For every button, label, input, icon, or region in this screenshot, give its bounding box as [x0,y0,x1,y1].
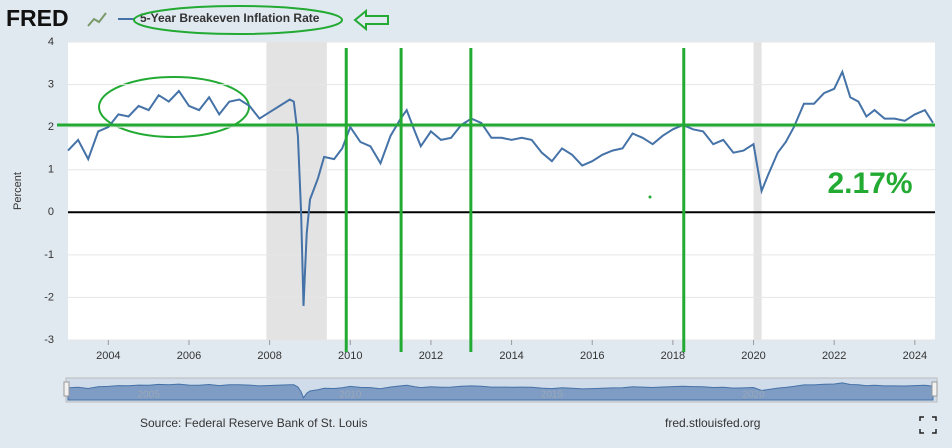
x-tick-label: 2018 [661,350,685,362]
source: Source: Federal Reserve Bank of St. Loui… [140,416,367,430]
annotation-label: 2.17% [827,167,912,200]
x-tick-label: 2024 [903,350,927,362]
fullscreen-icon[interactable] [919,416,937,434]
x-tick-label: 2022 [822,350,846,362]
annotation-ellipse [98,76,250,138]
annotation-arrow [353,8,389,32]
x-tick-label: 2012 [419,350,443,362]
logo-icon [87,12,107,27]
y-tick-label: 0 [48,206,54,218]
y-axis-label: Percent [12,172,24,210]
y-tick-label: -1 [44,249,54,261]
y-tick-label: 3 [48,78,54,90]
annotation-dot [648,195,652,199]
logo: FRED [6,5,69,31]
plot-area [68,42,935,340]
x-tick-label: 2008 [257,350,281,362]
navigator-area [67,382,934,401]
navigator-label: 2010 [339,390,362,401]
y-tick-label: 1 [48,164,54,176]
annotation-ellipse [133,5,343,35]
recession-band [266,42,327,340]
y-tick-label: 2 [48,121,54,133]
y-tick-label: -2 [44,291,54,303]
x-tick-label: 2016 [580,350,604,362]
x-tick-label: 2020 [741,350,765,362]
navigator-handle [63,381,70,397]
y-tick-label: 4 [48,36,54,48]
x-tick-label: 2004 [96,350,120,362]
navigator-label: 2005 [138,390,161,401]
legend-label: 5-Year Breakeven Inflation Rate [140,11,320,25]
y-tick-label: -3 [44,334,54,346]
site: fred.stlouisfed.org [665,416,760,430]
x-tick-label: 2010 [338,350,362,362]
series-line [67,69,934,306]
navigator-label: 2020 [742,390,765,401]
x-tick-label: 2006 [177,350,201,362]
recession-band [753,42,762,340]
navigator-label: 2015 [541,390,564,401]
x-tick-label: 2014 [499,350,523,362]
navigator-handle [931,381,938,397]
